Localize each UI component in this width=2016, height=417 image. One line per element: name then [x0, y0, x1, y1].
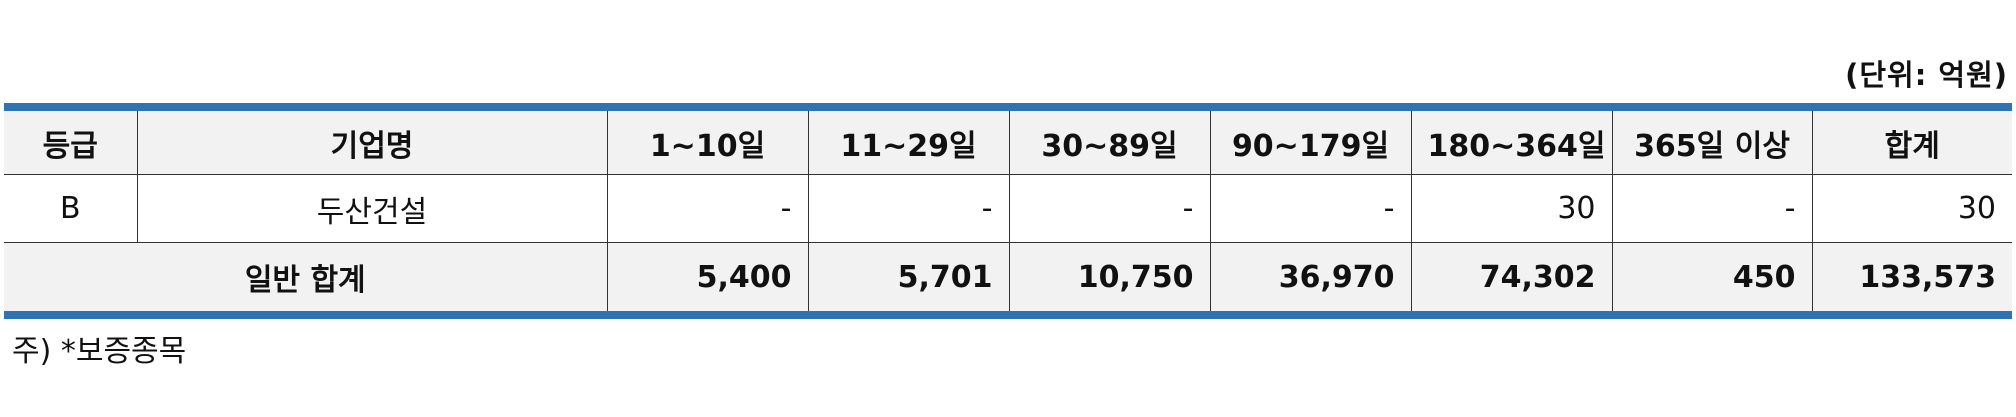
total-180-364-days: 74,302: [1410, 242, 1613, 316]
total-365-plus-days: 450: [1611, 242, 1813, 316]
total-1-10-days: 5,400: [606, 242, 809, 316]
table-header-row: 등급 기업명 1~10일 11~29일 30~89일 90~179일 180~3…: [4, 106, 2012, 175]
cell-grade: B: [4, 174, 138, 243]
cell-30-89-days: -: [1008, 174, 1211, 243]
column-header-total: 합계: [1811, 106, 2012, 175]
column-header-30-89-days: 30~89일: [1008, 106, 1211, 175]
column-header-180-364-days: 180~364일: [1410, 106, 1613, 175]
column-header-365-plus-days: 365일 이상: [1611, 106, 1813, 175]
total-30-89-days: 10,750: [1008, 242, 1211, 316]
cell-1-10-days: -: [606, 174, 809, 243]
total-label: 일반 합계: [4, 242, 608, 316]
unit-label: (단위: 억원): [1845, 58, 2008, 92]
total-11-29-days: 5,701: [807, 242, 1010, 316]
table-total-row: 일반 합계 5,400 5,701 10,750 36,970 74,302 4…: [4, 242, 2012, 316]
table-row: B 두산건설 - - - - 30 - 30: [4, 174, 2012, 243]
column-header-90-179-days: 90~179일: [1209, 106, 1412, 175]
cell-11-29-days: -: [807, 174, 1010, 243]
column-header-11-29-days: 11~29일: [807, 106, 1010, 175]
cell-total: 30: [1811, 174, 2012, 243]
total-90-179-days: 36,970: [1209, 242, 1412, 316]
data-table-container: 등급 기업명 1~10일 11~29일 30~89일 90~179일 180~3…: [4, 103, 2012, 319]
data-table: 등급 기업명 1~10일 11~29일 30~89일 90~179일 180~3…: [4, 103, 2012, 319]
cell-365-plus-days: -: [1611, 174, 1813, 243]
column-header-company: 기업명: [136, 106, 608, 175]
footnote: 주) *보증종목: [12, 334, 187, 369]
cell-90-179-days: -: [1209, 174, 1412, 243]
column-header-1-10-days: 1~10일: [606, 106, 809, 175]
cell-company: 두산건설: [136, 174, 608, 243]
cell-180-364-days: 30: [1410, 174, 1613, 243]
total-grand-total: 133,573: [1811, 242, 2012, 316]
column-header-grade: 등급: [4, 106, 138, 175]
